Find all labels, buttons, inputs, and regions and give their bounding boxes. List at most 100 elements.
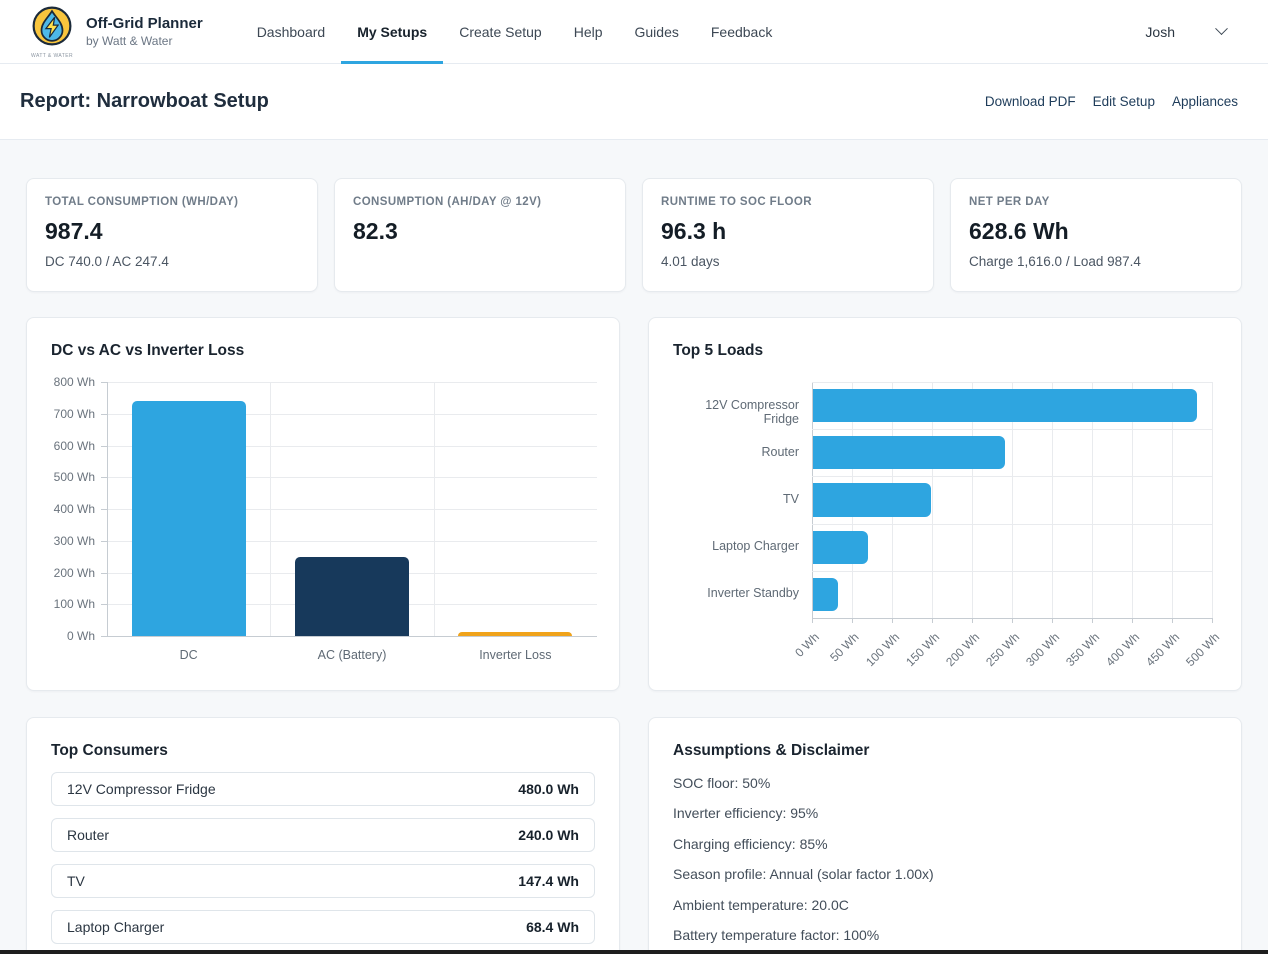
dc-ac-inverter-chart: 0 Wh100 Wh200 Wh300 Wh400 Wh500 Wh600 Wh… xyxy=(51,376,595,676)
y-tick-label: 500 Wh xyxy=(51,470,95,484)
nav-item-create-setup[interactable]: Create Setup xyxy=(443,0,558,64)
appliances-link[interactable]: Appliances xyxy=(1172,94,1238,109)
y-category-label: 12V Compressor Fridge xyxy=(673,398,799,426)
x-tick-text: 100 Wh xyxy=(863,630,902,669)
x-tick-text: 200 Wh xyxy=(943,630,982,669)
y-tick-label: 200 Wh xyxy=(51,566,95,580)
chart-title: Top 5 Loads xyxy=(673,342,1217,360)
brand[interactable]: WATT & WATER Off-Grid Planner by Watt & … xyxy=(28,5,203,59)
chevron-down-icon[interactable] xyxy=(1215,22,1228,35)
consumer-name: Laptop Charger xyxy=(67,919,164,935)
nav-item-my-setups[interactable]: My Setups xyxy=(341,0,443,64)
x-tick-text: 50 Wh xyxy=(827,630,861,664)
consumer-value: 240.0 Wh xyxy=(518,827,579,843)
bar-laptop-charger xyxy=(813,531,868,564)
consumer-row-tv: TV 147.4 Wh xyxy=(51,864,595,898)
y-tick-label: 300 Wh xyxy=(51,534,95,548)
top-consumers-card: Top Consumers 12V Compressor Fridge 480.0… xyxy=(26,717,620,954)
consumer-name: 12V Compressor Fridge xyxy=(67,781,216,797)
y-category-label: Laptop Charger xyxy=(673,539,799,553)
nav-items: DashboardMy SetupsCreate SetupHelpGuides… xyxy=(241,0,789,64)
stat-sub: Charge 1,616.0 / Load 987.4 xyxy=(969,254,1223,269)
y-category-label: TV xyxy=(673,492,799,506)
row-gridline xyxy=(812,524,1212,525)
consumer-list: 12V Compressor Fridge 480.0 Wh Router 240.0… xyxy=(51,772,595,944)
x-tick-text: 400 Wh xyxy=(1103,630,1142,669)
x-tick-text: 150 Wh xyxy=(903,630,942,669)
charts-row: DC vs AC vs Inverter Loss 0 Wh100 Wh200 … xyxy=(26,317,1242,691)
consumer-row-12v-compressor-fridge: 12V Compressor Fridge 480.0 Wh xyxy=(51,772,595,806)
nav-item-guides[interactable]: Guides xyxy=(619,0,695,64)
top-5-loads-chart: 0 Wh50 Wh100 Wh150 Wh200 Wh250 Wh300 Wh3… xyxy=(673,376,1217,676)
y-tick-label: 700 Wh xyxy=(51,407,95,421)
consumer-row-laptop-charger: Laptop Charger 68.4 Wh xyxy=(51,910,595,944)
brand-title: Off-Grid Planner xyxy=(86,15,203,32)
dc-ac-inverter-chart-card: DC vs AC vs Inverter Loss 0 Wh100 Wh200 … xyxy=(26,317,620,691)
stat-value: 987.4 xyxy=(45,218,299,245)
row-gridline xyxy=(812,571,1212,572)
x-tick-text: 450 Wh xyxy=(1143,630,1182,669)
stat-label: RUNTIME TO SOC FLOOR xyxy=(661,196,915,208)
x-category-label: Inverter Loss xyxy=(434,648,597,662)
x-tick-text: 250 Wh xyxy=(983,630,1022,669)
window-bottom-edge xyxy=(0,950,1268,954)
main-content: TOTAL CONSUMPTION (WH/DAY)987.4DC 740.0 … xyxy=(26,178,1242,954)
stat-value: 82.3 xyxy=(353,218,607,245)
x-tick-text: 350 Wh xyxy=(1063,630,1102,669)
consumer-name: Router xyxy=(67,827,109,843)
top-consumers-title: Top Consumers xyxy=(51,742,595,760)
nav-item-dashboard[interactable]: Dashboard xyxy=(241,0,342,64)
consumer-value: 480.0 Wh xyxy=(518,781,579,797)
gridline xyxy=(107,636,597,637)
user-name: Josh xyxy=(1145,24,1175,40)
stat-sub: 4.01 days xyxy=(661,254,915,269)
user-menu[interactable]: Josh xyxy=(1145,24,1240,40)
nav-item-feedback[interactable]: Feedback xyxy=(695,0,788,64)
consumer-row-router: Router 240.0 Wh xyxy=(51,818,595,852)
assumption-line: SOC floor: 50% xyxy=(673,775,1217,791)
consumer-name: TV xyxy=(67,873,85,889)
assumption-line: Charging efficiency: 85% xyxy=(673,836,1217,852)
y-axis-line xyxy=(107,382,108,636)
row-gridline xyxy=(812,382,1212,383)
consumer-value: 68.4 Wh xyxy=(526,919,579,935)
brand-subtitle: by Watt & Water xyxy=(86,34,203,48)
nav-item-help[interactable]: Help xyxy=(558,0,619,64)
bar-router xyxy=(813,436,1005,469)
consumer-value: 147.4 Wh xyxy=(518,873,579,889)
edit-setup-link[interactable]: Edit Setup xyxy=(1093,94,1155,109)
stat-label: NET PER DAY xyxy=(969,196,1223,208)
logo-caption: WATT & WATER xyxy=(31,53,73,59)
stat-card-net-per-day: NET PER DAY 628.6 Wh Charge 1,616.0 / Load… xyxy=(950,178,1242,292)
stat-value: 628.6 Wh xyxy=(969,218,1223,245)
y-tick-label: 800 Wh xyxy=(51,375,95,389)
page-title: Report: Narrowboat Setup xyxy=(20,90,269,113)
assumptions-list: SOC floor: 50% Inverter efficiency: 95% Ch… xyxy=(673,775,1217,944)
top-5-loads-chart-card: Top 5 Loads 0 Wh50 Wh100 Wh150 Wh200 Wh2… xyxy=(648,317,1242,691)
assumption-line: Ambient temperature: 20.0C xyxy=(673,897,1217,913)
bar-tv xyxy=(813,483,931,516)
assumptions-card: Assumptions & Disclaimer SOC floor: 50% I… xyxy=(648,717,1242,954)
watt-water-logo-icon xyxy=(31,5,73,52)
x-tick-text: 500 Wh xyxy=(1183,630,1222,669)
gridline xyxy=(107,382,597,383)
x-tick-text: 0 Wh xyxy=(792,630,822,660)
tick-mark xyxy=(1212,618,1213,623)
gridline xyxy=(1212,382,1213,618)
assumption-line: Battery temperature factor: 100% xyxy=(673,927,1217,943)
stats-row: TOTAL CONSUMPTION (WH/DAY)987.4DC 740.0 … xyxy=(26,178,1242,292)
row-gridline xyxy=(812,429,1212,430)
stat-card-consumption-ah-day-12v: CONSUMPTION (AH/DAY @ 12V)82.3 xyxy=(334,178,626,292)
top-nav: WATT & WATER Off-Grid Planner by Watt & … xyxy=(0,0,1268,64)
y-category-label: Router xyxy=(673,445,799,459)
stat-label: TOTAL CONSUMPTION (WH/DAY) xyxy=(45,196,299,208)
bar-inverter-loss xyxy=(458,632,572,636)
header-actions: Download PDF Edit Setup Appliances xyxy=(985,94,1238,109)
tick-mark xyxy=(101,636,107,637)
assumptions-title: Assumptions & Disclaimer xyxy=(673,742,1217,760)
download-pdf-link[interactable]: Download PDF xyxy=(985,94,1076,109)
assumption-line: Inverter efficiency: 95% xyxy=(673,805,1217,821)
assumption-line: Season profile: Annual (solar factor 1.0… xyxy=(673,866,1217,882)
y-tick-label: 400 Wh xyxy=(51,502,95,516)
row-gridline xyxy=(812,476,1212,477)
